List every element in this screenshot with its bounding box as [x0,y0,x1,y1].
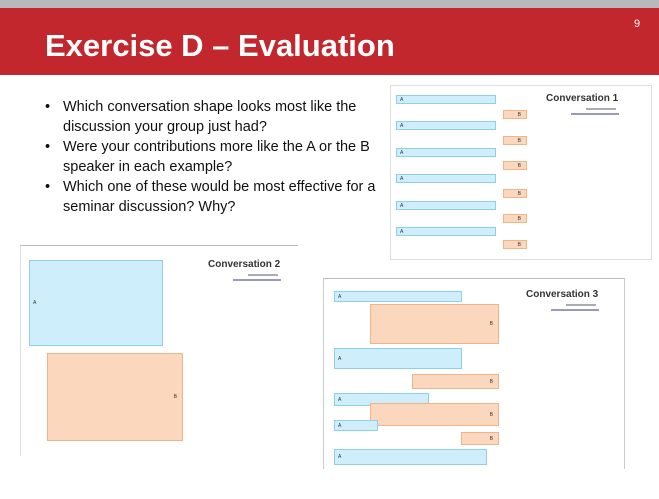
speaker-bar: B [503,214,527,223]
fine-print [248,274,278,276]
thumbnail-title: Conversation 1 [546,93,619,104]
speaker-label: B [489,321,493,327]
speaker-label: A [338,422,342,429]
speaker-label: A [400,228,404,235]
speaker-label: A [400,175,404,182]
speaker-label: B [173,394,177,400]
speaker-label: B [489,378,493,385]
speaker-label: A [338,454,342,460]
top-strip [0,0,659,8]
speaker-label: A [400,149,404,156]
speaker-label: A [400,96,404,103]
thumbnail: Conversation 3 A B A B A B A B A [323,278,625,469]
speaker-label: A [338,396,342,403]
speaker-bar: A [334,291,462,302]
speaker-label: B [517,190,521,197]
speaker-bar: B [503,240,527,249]
bullet: Were your contributions more like the A … [45,137,383,177]
speaker-bar: B [503,110,527,119]
speaker-bar: B [370,304,499,344]
speaker-bar: A [396,95,496,104]
page-number: 9 [634,18,641,30]
speaker-label: A [33,300,37,306]
fine-print [566,304,596,306]
speaker-bar: B [370,403,499,426]
speaker-label: B [489,411,493,418]
bullet: Which one of these would be most effecti… [45,177,383,217]
speaker-bar: B [503,136,527,145]
speaker-bar: B [503,189,527,198]
speaker-label: B [517,137,521,144]
speaker-bar: A [396,227,496,236]
speaker-bar: B [47,353,183,441]
speaker-label: A [338,355,342,362]
fine-print [571,113,619,115]
fine-print [586,108,616,110]
speaker-bar: A [334,348,462,369]
speaker-bar: A [29,260,163,346]
speaker-bar: B [503,161,527,170]
speaker-bar: A [396,148,496,157]
speaker-bar: A [396,121,496,130]
speaker-bar: A [396,174,496,183]
thumbnail-title: Conversation 2 [208,259,281,270]
speaker-label: B [489,435,493,442]
speaker-bar: A [396,201,496,210]
thumbnail: Conversation 1 A B A B A B A B A B A B [390,85,652,260]
fine-print [233,279,281,281]
speaker-label: A [338,293,342,300]
speaker-label: B [517,162,521,169]
thumbnail: Conversation 2 A B [20,245,298,456]
speaker-label: A [400,122,404,129]
speaker-bar: B [412,374,499,389]
speaker-label: B [517,111,521,118]
slide-title: Exercise D – Evaluation [45,28,395,63]
speaker-bar: A [334,449,487,465]
bullet-list: Which conversation shape looks most like… [45,97,390,217]
fine-print [551,309,599,311]
speaker-bar: A [334,420,378,431]
speaker-label: A [400,202,404,209]
thumbnail-title: Conversation 3 [526,289,599,300]
speaker-label: B [517,241,521,248]
bullet: Which conversation shape looks most like… [45,97,383,137]
header-bar: Exercise D – Evaluation 9 [0,8,659,75]
speaker-bar: B [461,432,499,445]
speaker-label: B [517,215,521,222]
